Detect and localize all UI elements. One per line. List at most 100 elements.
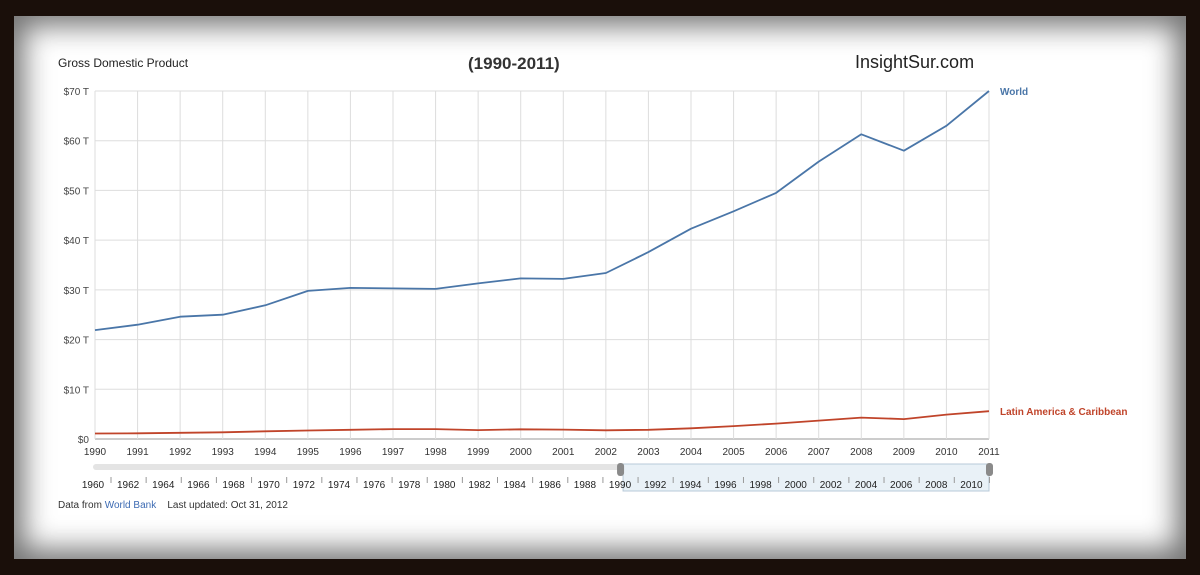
data-point [732, 210, 734, 212]
x-tick-label: 1992 [169, 447, 192, 458]
x-tick-label: 2007 [808, 447, 831, 458]
x-tick-label: 1994 [254, 447, 277, 458]
range-tick-label: 1970 [258, 480, 281, 491]
data-point [818, 419, 820, 421]
chart-title: Gross Domestic Product [58, 56, 189, 70]
data-point [775, 192, 777, 194]
range-tick-label: 2006 [890, 480, 913, 491]
range-tick-label: 1964 [152, 480, 175, 491]
x-tick-label: 1998 [424, 447, 447, 458]
data-point [988, 90, 990, 92]
data-point [690, 427, 692, 429]
range-tick-label: 1962 [117, 480, 140, 491]
range-tick-label: 1978 [398, 480, 421, 491]
chart-period: (1990-2011) [468, 54, 560, 73]
range-tick-label: 2000 [785, 480, 808, 491]
x-tick-label: 2010 [935, 447, 958, 458]
data-point [520, 428, 522, 430]
data-point [94, 432, 96, 434]
data-point [307, 290, 309, 292]
range-tick-label: 1974 [328, 480, 351, 491]
y-tick-label: $50 T [64, 186, 89, 197]
range-tick-label: 1972 [293, 480, 316, 491]
data-point [179, 432, 181, 434]
data-point [392, 287, 394, 289]
range-tick-label: 2008 [925, 480, 948, 491]
range-tick-label: 1966 [187, 480, 210, 491]
range-tick-label: 1984 [504, 480, 527, 491]
data-point [477, 429, 479, 431]
data-point [945, 413, 947, 415]
data-point [605, 272, 607, 274]
range-tick-label: 1994 [679, 480, 702, 491]
x-tick-label: 2005 [722, 447, 745, 458]
x-tick-label: 2006 [765, 447, 788, 458]
data-point [903, 418, 905, 420]
range-tick-label: 1990 [609, 480, 632, 491]
x-tick-label: 2001 [552, 447, 575, 458]
data-point [94, 329, 96, 331]
range-tick-label: 1980 [433, 480, 456, 491]
range-handle-left[interactable] [617, 463, 625, 476]
range-tick-label: 1996 [714, 480, 737, 491]
y-tick-label: $10 T [64, 385, 89, 396]
data-point [222, 431, 224, 433]
data-point [775, 422, 777, 424]
range-tick-label: 1976 [363, 480, 386, 491]
x-tick-label: 2003 [637, 447, 660, 458]
data-point [477, 282, 479, 284]
data-point [860, 133, 862, 135]
series-line-world [94, 90, 990, 331]
footer: Data from World Bank Last updated: Oct 3… [58, 500, 288, 511]
x-tick-label: 2002 [595, 447, 618, 458]
data-point [434, 288, 436, 290]
data-point [988, 410, 990, 412]
data-point [690, 228, 692, 230]
data-point [860, 416, 862, 418]
series-label: World [1000, 87, 1028, 98]
y-tick-label: $30 T [64, 286, 89, 297]
data-point [434, 428, 436, 430]
y-tick-label: $60 T [64, 137, 89, 148]
data-point [818, 160, 820, 162]
range-tick-label: 1960 [82, 480, 105, 491]
range-tick-label: 1992 [644, 480, 667, 491]
range-tick-label: 2002 [820, 480, 843, 491]
data-point [732, 425, 734, 427]
x-tick-label: 2008 [850, 447, 873, 458]
data-point [520, 277, 522, 279]
brand-watermark: InsightSur.com [855, 52, 975, 72]
x-tick-label: 1997 [382, 447, 405, 458]
x-tick-label: 1995 [297, 447, 320, 458]
series-label: Latin America & Caribbean [1000, 407, 1127, 418]
data-point [562, 428, 564, 430]
range-tick-label: 2010 [960, 480, 983, 491]
world-bank-link[interactable]: World Bank [104, 500, 157, 511]
data-point [392, 428, 394, 430]
data-point [605, 429, 607, 431]
range-selection [622, 463, 990, 492]
data-point [349, 429, 351, 431]
range-tick-label: 1986 [539, 480, 562, 491]
data-point [945, 125, 947, 127]
range-handle-right[interactable] [986, 463, 993, 476]
data-point [647, 429, 649, 431]
x-tick-label: 2004 [680, 447, 703, 458]
range-tick-label: 1982 [468, 480, 491, 491]
data-point [222, 314, 224, 316]
footer-prefix: Data from [58, 500, 102, 511]
y-tick-label: $20 T [64, 336, 89, 347]
x-tick-label: 2011 [978, 447, 1000, 458]
data-point [264, 430, 266, 432]
x-tick-label: 1993 [212, 447, 235, 458]
data-point [136, 323, 138, 325]
data-point [903, 149, 905, 151]
data-point [136, 432, 138, 434]
last-updated: Last updated: Oct 31, 2012 [167, 500, 288, 511]
data-point [307, 429, 309, 431]
range-tick-label: 1998 [749, 480, 772, 491]
x-tick-label: 1999 [467, 447, 490, 458]
data-point [349, 287, 351, 289]
data-point [647, 251, 649, 253]
x-tick-label: 1990 [84, 447, 107, 458]
